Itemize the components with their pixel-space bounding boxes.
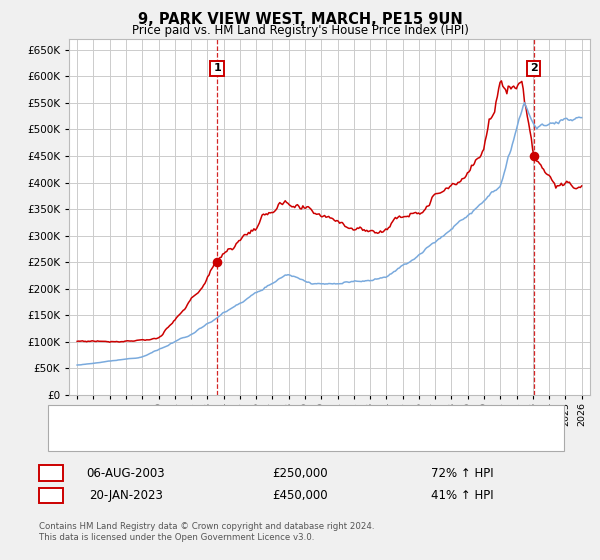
Text: HPI: Average price, detached house, Fenland: HPI: Average price, detached house, Fenl… [108, 433, 342, 444]
Point [529, 152, 538, 161]
Text: Price paid vs. HM Land Registry's House Price Index (HPI): Price paid vs. HM Land Registry's House … [131, 24, 469, 37]
Text: 1: 1 [47, 466, 55, 480]
Text: Contains HM Land Registry data © Crown copyright and database right 2024.: Contains HM Land Registry data © Crown c… [39, 522, 374, 531]
Text: This data is licensed under the Open Government Licence v3.0.: This data is licensed under the Open Gov… [39, 533, 314, 542]
Text: 9, PARK VIEW WEST, MARCH, PE15 9UN: 9, PARK VIEW WEST, MARCH, PE15 9UN [137, 12, 463, 27]
Text: £250,000: £250,000 [272, 466, 328, 480]
Text: 20-JAN-2023: 20-JAN-2023 [89, 489, 163, 502]
Text: 06-AUG-2003: 06-AUG-2003 [86, 466, 166, 480]
Point [212, 258, 222, 267]
Text: 2: 2 [530, 63, 538, 73]
Text: 2: 2 [47, 489, 55, 502]
Text: 41% ↑ HPI: 41% ↑ HPI [431, 489, 493, 502]
Text: 1: 1 [213, 63, 221, 73]
Text: 72% ↑ HPI: 72% ↑ HPI [431, 466, 493, 480]
Text: 9, PARK VIEW WEST, MARCH, PE15 9UN (detached house): 9, PARK VIEW WEST, MARCH, PE15 9UN (deta… [108, 412, 408, 422]
Text: £450,000: £450,000 [272, 489, 328, 502]
